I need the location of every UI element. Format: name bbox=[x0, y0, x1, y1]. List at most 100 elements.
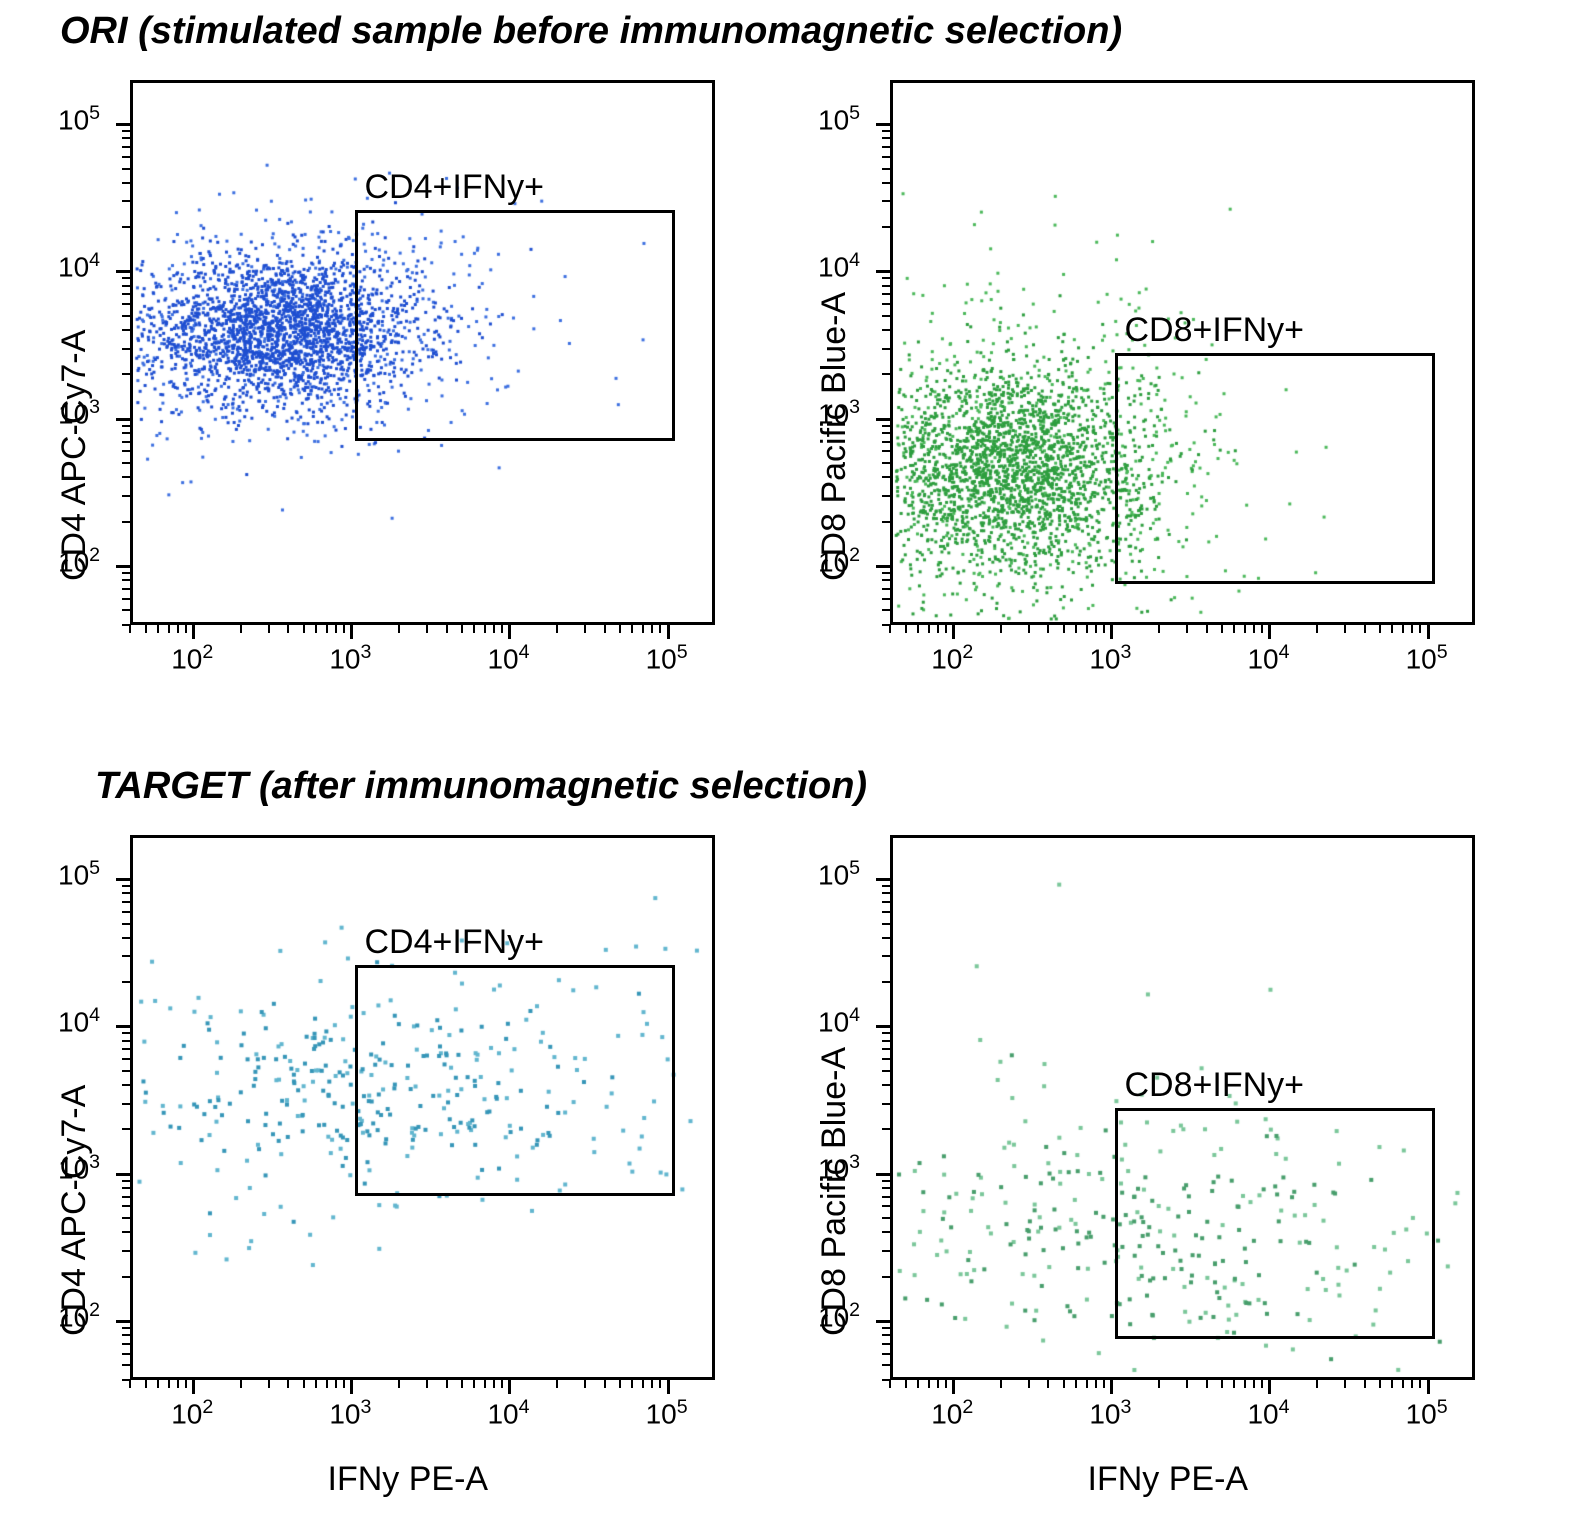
y-tick-minor bbox=[882, 923, 890, 925]
y-tick-minor bbox=[882, 572, 890, 574]
x-tick-minor bbox=[1419, 1380, 1421, 1388]
x-tick-major bbox=[508, 1380, 511, 1394]
y-tick-minor bbox=[882, 892, 890, 894]
y-tick-minor bbox=[882, 1343, 890, 1345]
y-tick-minor bbox=[882, 588, 890, 590]
x-tick-minor bbox=[1253, 625, 1255, 633]
y-tick-minor bbox=[882, 441, 890, 443]
x-tick-minor bbox=[1047, 1380, 1049, 1388]
y-tick-minor bbox=[122, 1040, 130, 1042]
x-tick-minor bbox=[1379, 625, 1381, 633]
x-tick-minor bbox=[287, 1380, 289, 1388]
y-tick-minor bbox=[122, 303, 130, 305]
x-tick-minor bbox=[1206, 1380, 1208, 1388]
x-tick-minor bbox=[1233, 625, 1235, 633]
y-tick-label: 105 bbox=[818, 102, 860, 136]
y-tick-minor bbox=[882, 598, 890, 600]
x-tick-minor bbox=[642, 1380, 644, 1388]
y-tick-minor bbox=[122, 285, 130, 287]
x-tick-minor bbox=[1391, 1380, 1393, 1388]
x-tick-minor bbox=[905, 625, 907, 633]
y-tick-minor bbox=[882, 609, 890, 611]
y-tick-minor bbox=[882, 521, 890, 523]
y-tick-minor bbox=[122, 521, 130, 523]
x-tick-minor bbox=[473, 1380, 475, 1388]
x-tick-minor bbox=[619, 1380, 621, 1388]
x-tick-minor bbox=[642, 625, 644, 633]
y-tick-minor bbox=[122, 156, 130, 158]
y-tick-minor bbox=[882, 1103, 890, 1105]
x-tick-minor bbox=[604, 625, 606, 633]
x-tick-minor bbox=[398, 625, 400, 633]
x-tick-minor bbox=[1261, 1380, 1263, 1388]
y-tick-minor bbox=[882, 1070, 890, 1072]
y-tick-minor bbox=[122, 226, 130, 228]
y-tick-minor bbox=[882, 476, 890, 478]
x-tick-major bbox=[1268, 1380, 1271, 1394]
y-tick-minor bbox=[882, 1217, 890, 1219]
y-tick-minor bbox=[882, 130, 890, 132]
x-tick-minor bbox=[473, 625, 475, 633]
y-axis-label: CD8 Pacific Blue-A bbox=[815, 1047, 854, 1336]
y-tick-minor bbox=[882, 495, 890, 497]
x-tick-minor bbox=[1000, 625, 1002, 633]
y-tick-minor bbox=[882, 293, 890, 295]
y-tick-minor bbox=[122, 130, 130, 132]
x-tick-label: 103 bbox=[329, 641, 371, 675]
y-tick-label: 104 bbox=[818, 1004, 860, 1038]
y-tick-minor bbox=[882, 168, 890, 170]
y-tick-minor bbox=[122, 441, 130, 443]
figure-root: ORI (stimulated sample before immunomagn… bbox=[0, 0, 1595, 1533]
x-tick-minor bbox=[1095, 1380, 1097, 1388]
y-tick-minor bbox=[122, 277, 130, 279]
y-tick-minor bbox=[122, 1276, 130, 1278]
y-tick-minor bbox=[122, 1217, 130, 1219]
y-tick-major bbox=[876, 418, 890, 421]
y-tick-minor bbox=[882, 1048, 890, 1050]
y-tick-minor bbox=[882, 1231, 890, 1233]
y-tick-label: 103 bbox=[818, 396, 860, 430]
x-tick-minor bbox=[1075, 1380, 1077, 1388]
y-tick-minor bbox=[882, 1250, 890, 1252]
y-tick-minor bbox=[882, 200, 890, 202]
y-tick-minor bbox=[882, 1032, 890, 1034]
x-tick-label: 103 bbox=[1089, 641, 1131, 675]
y-tick-major bbox=[876, 270, 890, 273]
x-tick-label: 105 bbox=[646, 1396, 688, 1430]
x-tick-minor bbox=[937, 1380, 939, 1388]
x-tick-major bbox=[667, 1380, 670, 1394]
x-tick-minor bbox=[945, 625, 947, 633]
x-tick-minor bbox=[129, 625, 131, 633]
x-tick-minor bbox=[889, 625, 891, 633]
x-tick-major bbox=[350, 625, 353, 639]
y-tick-minor bbox=[122, 588, 130, 590]
y-tick-label: 105 bbox=[58, 857, 100, 891]
y-tick-minor bbox=[882, 955, 890, 957]
y-tick-minor bbox=[122, 1231, 130, 1233]
y-tick-minor bbox=[122, 1353, 130, 1355]
y-tick-minor bbox=[882, 137, 890, 139]
y-tick-minor bbox=[122, 1058, 130, 1060]
y-tick-minor bbox=[882, 937, 890, 939]
x-tick-minor bbox=[1075, 625, 1077, 633]
x-tick-minor bbox=[604, 1380, 606, 1388]
x-tick-minor bbox=[501, 1380, 503, 1388]
y-tick-label: 104 bbox=[818, 249, 860, 283]
y-tick-major bbox=[876, 1025, 890, 1028]
y-tick-minor bbox=[882, 911, 890, 913]
x-tick-minor bbox=[1103, 1380, 1105, 1388]
x-tick-minor bbox=[1086, 625, 1088, 633]
y-tick-minor bbox=[882, 1364, 890, 1366]
x-tick-minor bbox=[1063, 1380, 1065, 1388]
x-tick-minor bbox=[1419, 625, 1421, 633]
x-tick-minor bbox=[268, 1380, 270, 1388]
y-tick-minor bbox=[122, 462, 130, 464]
x-tick-minor bbox=[1186, 625, 1188, 633]
y-tick-minor bbox=[882, 579, 890, 581]
x-tick-minor bbox=[493, 625, 495, 633]
x-tick-minor bbox=[1411, 1380, 1413, 1388]
y-tick-major bbox=[876, 878, 890, 881]
x-tick-minor bbox=[937, 625, 939, 633]
x-tick-minor bbox=[1244, 1380, 1246, 1388]
x-tick-major bbox=[192, 625, 195, 639]
